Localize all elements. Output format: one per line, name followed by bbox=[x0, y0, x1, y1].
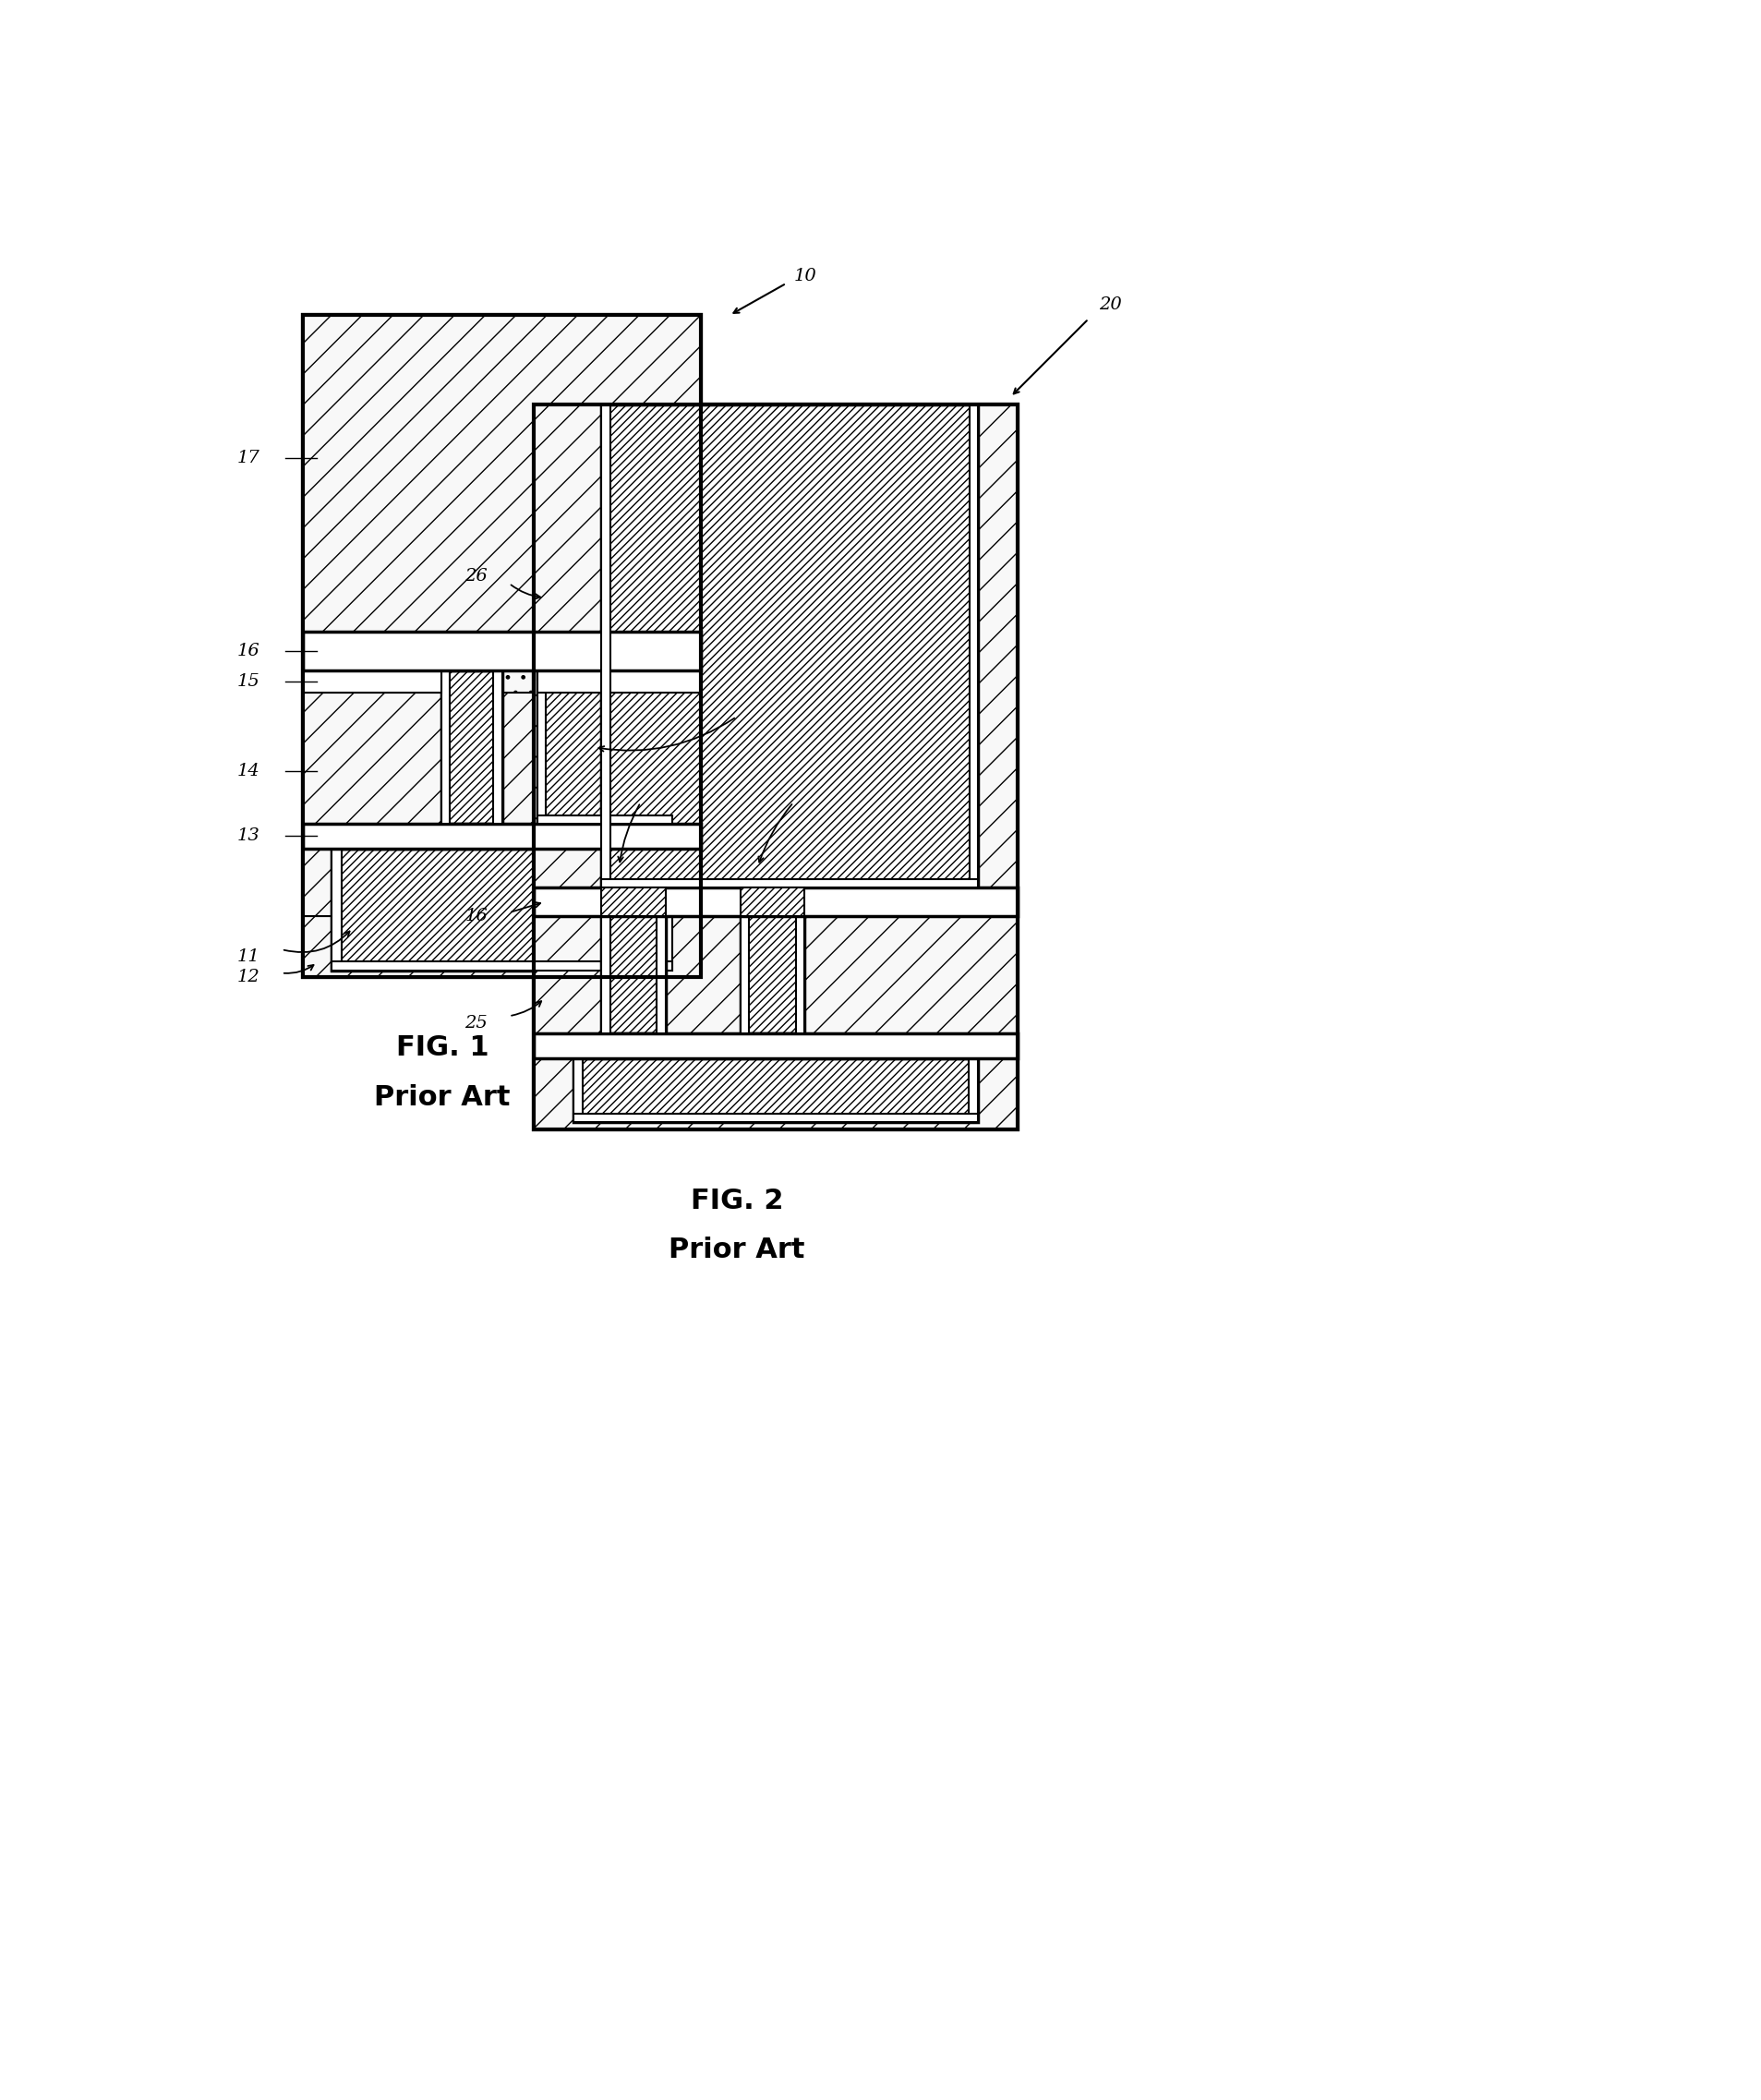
Bar bbox=[537, 815, 673, 823]
Bar bbox=[572, 1113, 977, 1121]
Bar bbox=[740, 888, 748, 1033]
Bar bbox=[303, 315, 701, 977]
Bar bbox=[442, 670, 449, 823]
Bar bbox=[534, 888, 1016, 916]
Text: 26: 26 bbox=[465, 567, 488, 584]
Bar bbox=[662, 848, 673, 970]
Bar bbox=[537, 670, 673, 823]
Text: 18: 18 bbox=[743, 701, 766, 718]
Bar bbox=[796, 888, 803, 1033]
Bar bbox=[572, 1058, 583, 1121]
Bar bbox=[303, 315, 701, 977]
Bar bbox=[331, 848, 342, 970]
Text: Prior Art: Prior Art bbox=[373, 1084, 511, 1111]
Text: 12: 12 bbox=[238, 968, 261, 985]
Text: Prior Art: Prior Art bbox=[669, 1237, 805, 1264]
Text: 13: 13 bbox=[238, 827, 261, 844]
Text: 10: 10 bbox=[792, 269, 815, 284]
Bar bbox=[537, 670, 673, 680]
Text: FIG. 2: FIG. 2 bbox=[690, 1186, 784, 1214]
Bar bbox=[572, 1058, 977, 1121]
Bar bbox=[601, 888, 666, 1033]
Bar bbox=[303, 848, 701, 916]
Text: 15: 15 bbox=[238, 674, 261, 689]
Bar bbox=[601, 880, 977, 888]
Bar bbox=[331, 848, 673, 970]
Bar bbox=[601, 888, 609, 1033]
Bar bbox=[537, 670, 701, 693]
Text: FIG. 1: FIG. 1 bbox=[396, 1035, 488, 1060]
Bar bbox=[303, 315, 701, 632]
Text: 14: 14 bbox=[238, 762, 261, 779]
Bar bbox=[601, 888, 666, 916]
Text: 16: 16 bbox=[465, 907, 488, 924]
Bar bbox=[303, 693, 701, 823]
Bar bbox=[740, 888, 803, 916]
Bar bbox=[534, 403, 1016, 1130]
Bar bbox=[534, 916, 1016, 1033]
Text: 20: 20 bbox=[1099, 296, 1122, 313]
Bar bbox=[534, 403, 1016, 888]
Bar bbox=[740, 888, 803, 1033]
Bar bbox=[303, 670, 442, 693]
Bar bbox=[303, 632, 701, 670]
Bar bbox=[601, 403, 977, 888]
Bar bbox=[303, 823, 701, 848]
Bar bbox=[601, 403, 609, 888]
Text: 16: 16 bbox=[238, 643, 261, 659]
Bar bbox=[303, 916, 701, 977]
Bar bbox=[442, 670, 502, 823]
Bar bbox=[534, 1058, 1016, 1130]
Text: 17: 17 bbox=[238, 449, 261, 466]
Text: 11: 11 bbox=[238, 949, 261, 964]
Bar bbox=[493, 670, 502, 823]
Bar bbox=[969, 403, 977, 888]
Bar bbox=[969, 1058, 977, 1121]
Bar bbox=[537, 670, 546, 823]
Bar bbox=[657, 888, 666, 1033]
Text: 25b: 25b bbox=[784, 779, 817, 796]
Bar bbox=[534, 403, 1016, 1130]
Bar bbox=[331, 962, 673, 970]
Text: 25a: 25a bbox=[627, 779, 660, 796]
Bar bbox=[534, 1033, 1016, 1058]
Text: 25: 25 bbox=[465, 1014, 488, 1031]
